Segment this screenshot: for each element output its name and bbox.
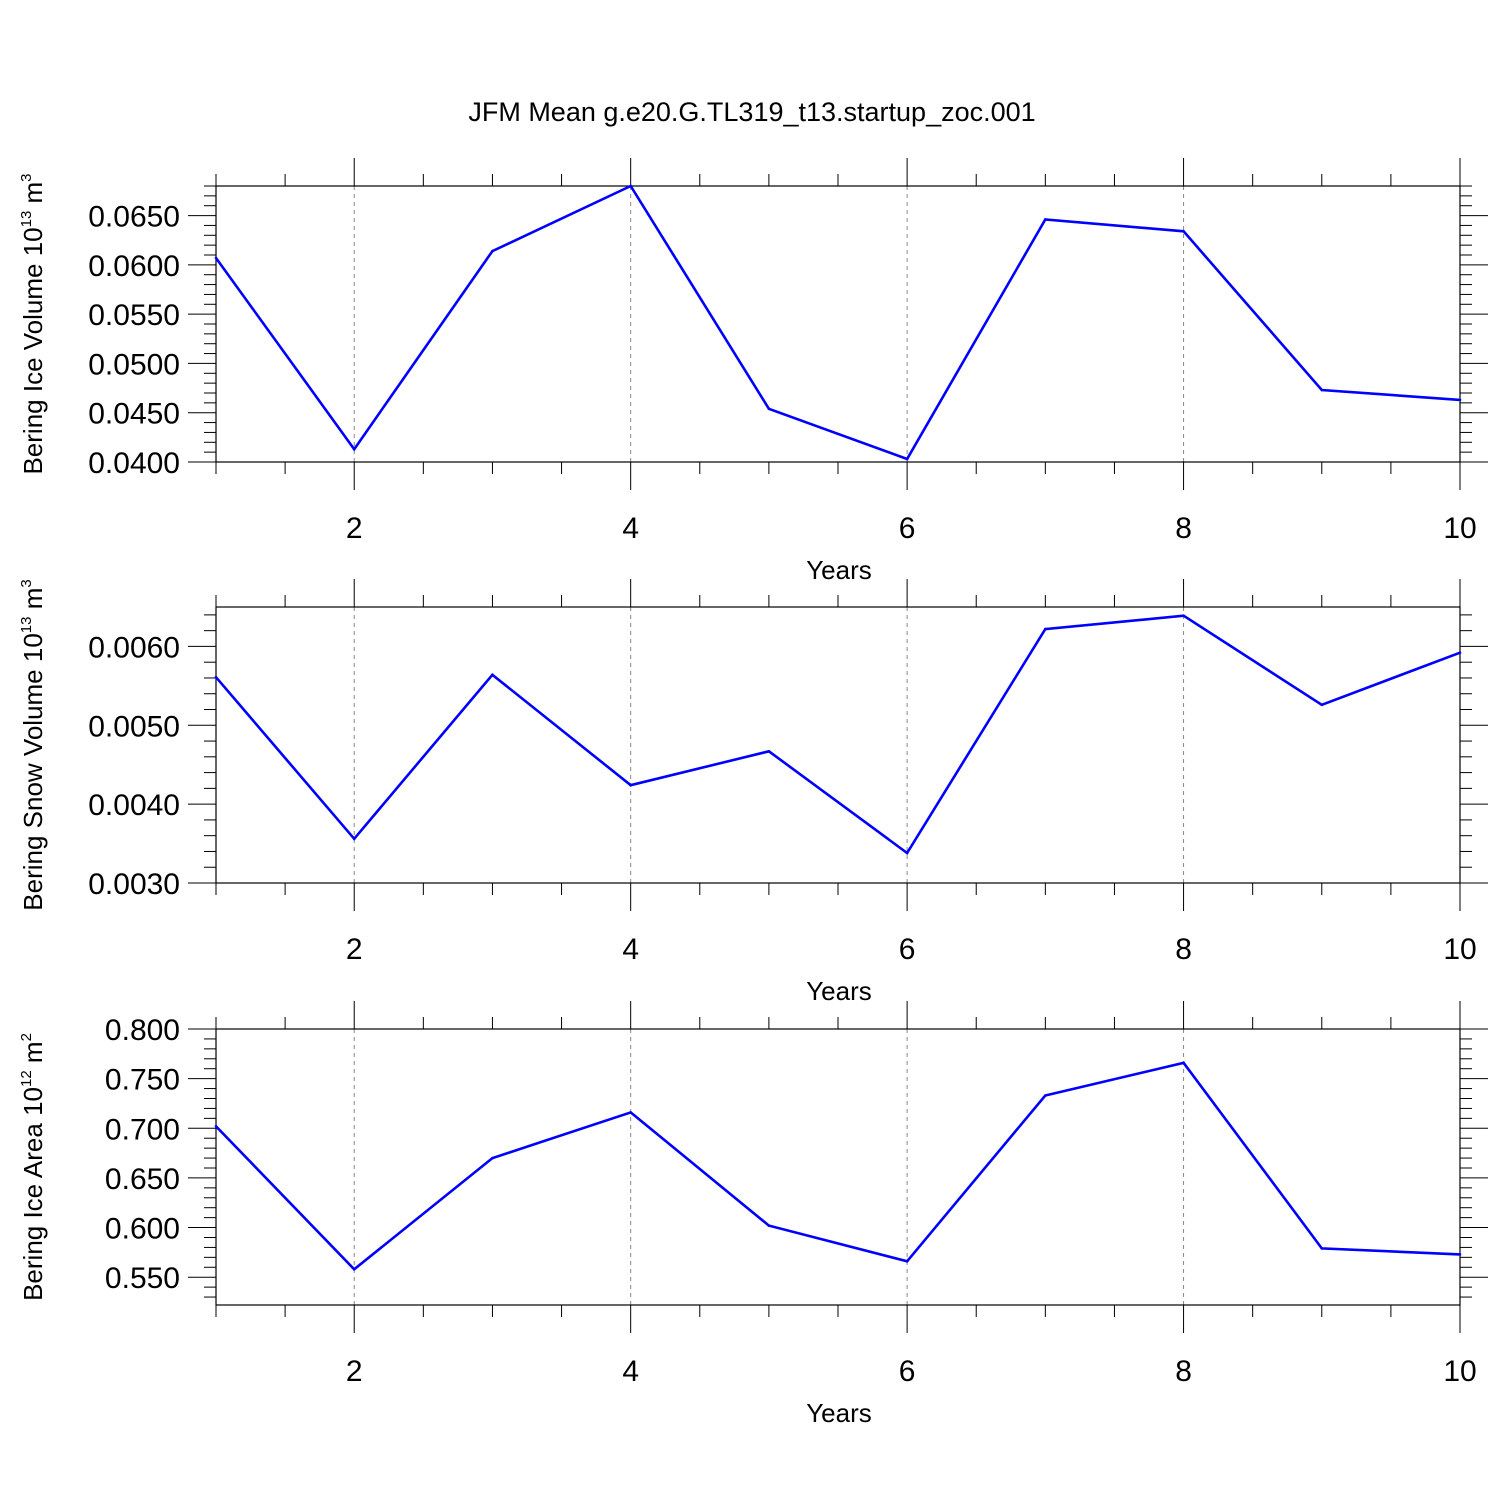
- data-point: [905, 457, 909, 461]
- data-point: [629, 1111, 632, 1114]
- y-axis-label-superscript: 3: [18, 173, 35, 181]
- y-tick-label: 0.0550: [88, 299, 180, 332]
- data-point: [491, 673, 494, 677]
- x-tick-label: 4: [622, 1355, 639, 1388]
- x-tick-label: 8: [1175, 512, 1192, 545]
- data-point: [1182, 614, 1185, 617]
- y-tick-label: 0.550: [105, 1262, 180, 1295]
- data-point: [1182, 230, 1185, 233]
- data-point: [1182, 1061, 1185, 1065]
- y-axis-label-superscript: 2: [18, 1033, 35, 1041]
- x-tick-label: 4: [622, 512, 639, 545]
- data-point: [629, 184, 632, 188]
- data-point: [1458, 651, 1462, 655]
- y-axis-label: Bering Snow Volume 1013 m3: [18, 579, 48, 910]
- data-point: [214, 256, 218, 260]
- y-axis-label-text: m: [18, 588, 48, 617]
- data-point: [1320, 703, 1324, 707]
- data-point: [905, 851, 909, 855]
- y-axis-label-text: m: [18, 1041, 48, 1070]
- x-axis-label: Years: [806, 555, 872, 585]
- y-tick-label: 0.0400: [88, 447, 180, 480]
- data-point: [214, 675, 218, 679]
- chart-title: JFM Mean g.e20.G.TL319_t13.startup_zoc.0…: [468, 97, 1035, 127]
- y-tick-label: 0.0040: [88, 789, 180, 822]
- data-point: [767, 407, 771, 411]
- x-tick-label: 2: [346, 512, 363, 545]
- y-tick-label: 0.0030: [88, 868, 180, 901]
- data-point: [352, 837, 356, 841]
- chart-panel-2: 0.0030 0.0040 0.0050 0.0060 2 4 6 8 10 Years Berin…: [18, 579, 1488, 1006]
- chart-panel-3: 0.550 0.600 0.650 0.700 0.750 0.800 2 4 6 8 10 Year…: [18, 1001, 1488, 1428]
- data-point: [1044, 1094, 1047, 1097]
- chart-panel-1: 0.0400 0.0450 0.0500 0.0550 0.0600 0.0650 2 4 6 8…: [18, 158, 1488, 585]
- plot-frame: [215, 185, 1461, 463]
- series-line: [215, 614, 1461, 855]
- plot-frame: [215, 606, 1461, 884]
- data-point: [1458, 398, 1462, 402]
- data-point: [1458, 1253, 1462, 1256]
- data-point: [905, 1260, 909, 1263]
- y-axis-label-text: m: [18, 182, 48, 211]
- y-axis-label-superscript: 13: [18, 211, 35, 228]
- data-point: [767, 750, 771, 753]
- y-tick-label: 0.600: [105, 1213, 180, 1246]
- data-point: [214, 1124, 218, 1128]
- y-axis-label-text: Bering Ice Area 10: [18, 1087, 48, 1301]
- x-tick-label: 8: [1175, 1355, 1192, 1388]
- y-tick-label: 0.700: [105, 1113, 180, 1146]
- y-tick-label: 0.750: [105, 1064, 180, 1097]
- y-axis-label: Bering Ice Volume 1013 m3: [18, 173, 48, 474]
- data-point: [1320, 1247, 1324, 1250]
- data-point: [491, 1156, 494, 1160]
- y-axis-label-superscript: 13: [18, 617, 35, 634]
- data-point: [767, 1224, 771, 1227]
- y-tick-label: 0.0050: [88, 710, 180, 743]
- data-point: [1044, 627, 1047, 631]
- data-point: [352, 447, 356, 451]
- x-tick-label: 6: [899, 512, 916, 545]
- plot-frame: [215, 1028, 1461, 1306]
- y-axis-label: Bering Ice Area 1012 m2: [18, 1033, 48, 1301]
- x-tick-label: 6: [899, 1355, 916, 1388]
- y-tick-label: 0.0500: [88, 348, 180, 381]
- y-tick-label: 0.800: [105, 1014, 180, 1047]
- x-tick-label: 6: [899, 933, 916, 966]
- y-tick-label: 0.0060: [88, 631, 180, 664]
- x-tick-label: 10: [1443, 933, 1476, 966]
- data-point: [629, 783, 632, 787]
- y-tick-label: 0.0450: [88, 398, 180, 431]
- x-tick-label: 10: [1443, 512, 1476, 545]
- series-line: [215, 1061, 1461, 1272]
- x-tick-label: 2: [346, 1355, 363, 1388]
- series-line: [214, 184, 1461, 461]
- data-point: [491, 249, 494, 253]
- y-axis-label-text: Bering Ice Volume 10: [18, 227, 48, 474]
- y-tick-label: 0.0650: [88, 201, 180, 234]
- x-tick-label: 2: [346, 933, 363, 966]
- x-tick-label: 8: [1175, 933, 1192, 966]
- x-tick-label: 10: [1443, 1355, 1476, 1388]
- y-tick-label: 0.0600: [88, 250, 180, 283]
- data-point: [352, 1267, 356, 1271]
- x-axis-label: Years: [806, 1398, 872, 1428]
- x-axis-label: Years: [806, 976, 872, 1006]
- y-axis-label-superscript: 3: [18, 579, 35, 587]
- data-point: [1320, 388, 1324, 392]
- x-tick-label: 4: [622, 933, 639, 966]
- y-tick-label: 0.650: [105, 1163, 180, 1196]
- y-axis-label-superscript: 12: [18, 1070, 35, 1087]
- y-axis-label-text: Bering Snow Volume 10: [18, 633, 48, 911]
- data-point: [1044, 218, 1047, 221]
